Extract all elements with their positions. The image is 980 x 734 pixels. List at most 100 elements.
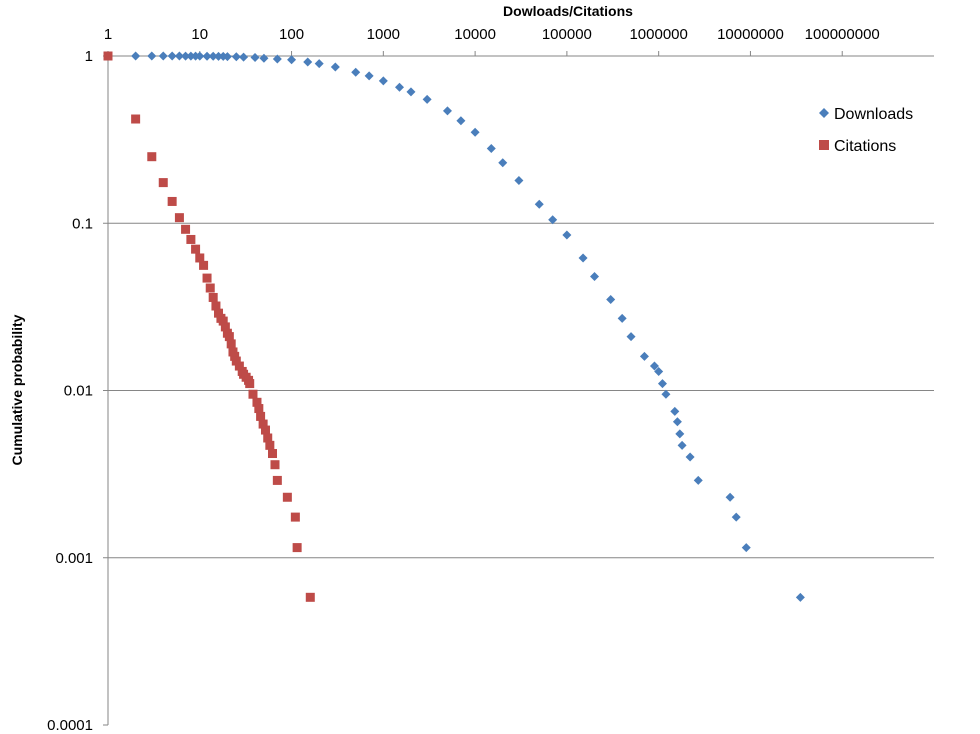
downloads-point — [514, 176, 524, 186]
downloads-point — [741, 543, 751, 553]
citations-point — [260, 425, 270, 435]
citations-point — [147, 152, 157, 162]
x-tick-label: 100 — [279, 26, 304, 43]
downloads-point — [685, 452, 695, 462]
citations-point — [218, 316, 228, 326]
downloads-point — [222, 52, 232, 62]
downloads-point — [202, 51, 212, 61]
downloads-point — [795, 592, 805, 602]
downloads-point — [378, 76, 388, 86]
downloads-point — [456, 116, 466, 126]
downloads-point — [626, 332, 636, 342]
citations-point — [174, 213, 184, 223]
citations-point — [292, 543, 302, 553]
series-downloads — [103, 51, 805, 602]
downloads-point — [639, 351, 649, 361]
downloads-point — [731, 512, 741, 522]
downloads-point — [548, 215, 558, 225]
legend-label-citations: Citations — [834, 138, 896, 155]
downloads-point — [147, 51, 157, 61]
citations-point — [167, 196, 177, 206]
y-tick-label: 0.01 — [64, 383, 93, 400]
citations-point — [231, 356, 241, 366]
x-tick-label: 1 — [104, 26, 112, 43]
citations-point — [191, 244, 201, 254]
citations-point — [230, 351, 240, 361]
legend-marker-citations — [819, 140, 829, 150]
legend: Downloads Citations — [819, 106, 913, 155]
downloads-point — [330, 62, 340, 72]
grid-lines — [108, 55, 934, 559]
downloads-point — [670, 406, 680, 416]
citations-point — [256, 411, 266, 421]
downloads-point — [470, 127, 480, 137]
citations-point — [220, 322, 230, 332]
citations-point — [205, 283, 215, 293]
downloads-point — [287, 55, 297, 65]
citations-point — [181, 224, 191, 234]
downloads-point — [231, 52, 241, 62]
downloads-point — [498, 158, 508, 168]
y-tick-label: 0.1 — [72, 215, 93, 232]
data-points — [103, 51, 805, 602]
downloads-point — [606, 295, 616, 305]
tick-labels: 1 0.1 0.01 0.001 0.0001 1 10 100 1000 10000 100000… — [47, 26, 880, 734]
citations-point — [268, 449, 278, 459]
downloads-point — [657, 379, 667, 389]
downloads-point — [250, 52, 260, 62]
citations-point — [199, 260, 209, 270]
downloads-point — [208, 51, 218, 61]
x-tick-label: 100000 — [542, 26, 592, 43]
downloads-point — [422, 94, 432, 104]
citations-point — [245, 379, 255, 389]
downloads-point — [649, 361, 659, 371]
x-tick-label: 10000000 — [717, 26, 784, 43]
x-axis-title: Dowloads/Citations — [503, 3, 633, 19]
citations-point — [195, 253, 205, 263]
citations-point — [131, 114, 141, 124]
downloads-point — [158, 51, 168, 61]
citations-point — [158, 178, 168, 188]
downloads-point — [239, 52, 249, 62]
downloads-point — [174, 51, 184, 61]
citations-point — [211, 301, 221, 311]
legend-label-downloads: Downloads — [834, 106, 913, 123]
series-citations — [103, 51, 315, 602]
downloads-point — [442, 106, 452, 116]
citations-point — [272, 475, 282, 485]
x-tick-label: 10 — [191, 26, 208, 43]
downloads-point — [661, 389, 671, 399]
downloads-point — [590, 272, 600, 282]
citations-point — [282, 492, 292, 502]
citations-point — [290, 512, 300, 522]
downloads-point — [195, 51, 205, 61]
y-tick-label: 1 — [85, 48, 93, 65]
citations-point — [263, 433, 273, 443]
citations-point — [265, 440, 275, 450]
citations-point — [252, 397, 262, 407]
x-tick-label: 100000000 — [805, 26, 880, 43]
downloads-point — [693, 475, 703, 485]
downloads-point — [406, 87, 416, 97]
legend-marker-downloads — [819, 108, 829, 118]
citations-point — [270, 460, 280, 470]
downloads-point — [131, 51, 141, 61]
x-tick-label: 1000000 — [629, 26, 687, 43]
downloads-point — [181, 51, 191, 61]
downloads-point — [672, 417, 682, 427]
x-tick-label: 1000 — [367, 26, 400, 43]
downloads-point — [654, 366, 664, 376]
downloads-point — [214, 51, 224, 61]
downloads-point — [725, 492, 735, 502]
citations-point — [224, 332, 234, 342]
citations-point — [202, 273, 212, 283]
citations-point — [208, 292, 218, 302]
downloads-point — [578, 253, 588, 263]
downloads-point — [534, 199, 544, 209]
citations-point — [214, 308, 224, 318]
downloads-point — [617, 313, 627, 323]
citations-point — [258, 419, 268, 429]
y-tick-label: 0.001 — [55, 550, 93, 567]
downloads-point — [167, 51, 177, 61]
